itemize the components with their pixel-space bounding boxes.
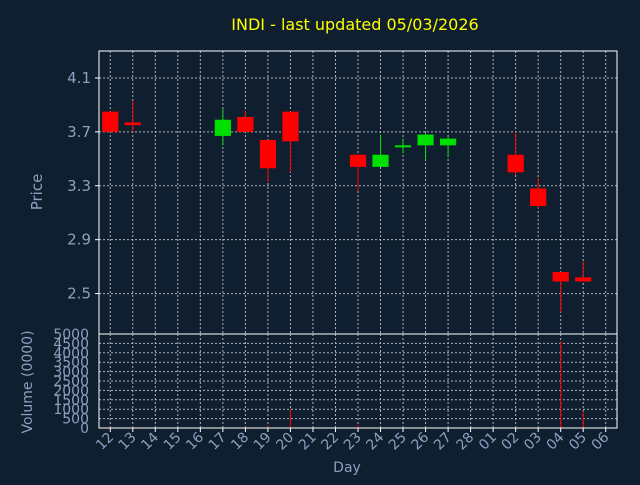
volume-tick-label: 2500: [53, 374, 89, 390]
candles: [102, 100, 592, 313]
price-tick-label: 2.9: [67, 231, 91, 249]
candle-body: [372, 154, 389, 167]
price-tick-label: 3.7: [67, 123, 91, 141]
volume-tick-label: 4000: [53, 346, 89, 362]
price-tick-label: 2.5: [67, 285, 91, 303]
candle-body: [259, 139, 277, 169]
candle-body: [214, 119, 231, 136]
candle-body: [552, 272, 569, 282]
candle-body: [507, 154, 524, 173]
price-tick-label: 4.1: [67, 69, 91, 87]
price-grid: [99, 51, 617, 334]
candle-body: [237, 117, 254, 132]
volume-tick-label: 1500: [53, 393, 89, 409]
candle-body: [124, 122, 141, 126]
candle-body: [282, 111, 299, 142]
candle-body: [439, 138, 457, 146]
volume-axis-label: Volume (0000): [20, 330, 36, 433]
candle-body: [530, 188, 547, 206]
chart-title: INDI - last updated 05/03/2026: [231, 15, 478, 34]
volume-tick-label: 0: [80, 421, 89, 437]
volume-tick-label: 500: [62, 412, 89, 428]
candle-body: [102, 111, 119, 132]
x-axis-label: Day: [333, 460, 361, 476]
volume-tick-label: 2000: [53, 383, 89, 399]
price-axis-label: Price: [28, 174, 46, 211]
candle-body: [349, 154, 367, 167]
candle-body: [575, 277, 592, 282]
volume-tick-label: 4500: [53, 336, 89, 352]
price-tick-labels: 2.5 2.9 3.3 3.7 4.1: [67, 69, 99, 303]
volume-tick-label: 1000: [53, 402, 89, 418]
volume-tick-label: 3000: [53, 365, 89, 381]
volume-tick-label: 5000: [53, 327, 89, 343]
volume-tick-label: 3500: [53, 355, 89, 371]
price-tick-label: 3.3: [67, 177, 91, 195]
candle-body: [417, 134, 434, 146]
candle-body: [394, 145, 412, 148]
x-tick-labels: 1213141516171819202122232425262728010203…: [93, 428, 613, 453]
volume-panel-frame: [98, 333, 618, 429]
